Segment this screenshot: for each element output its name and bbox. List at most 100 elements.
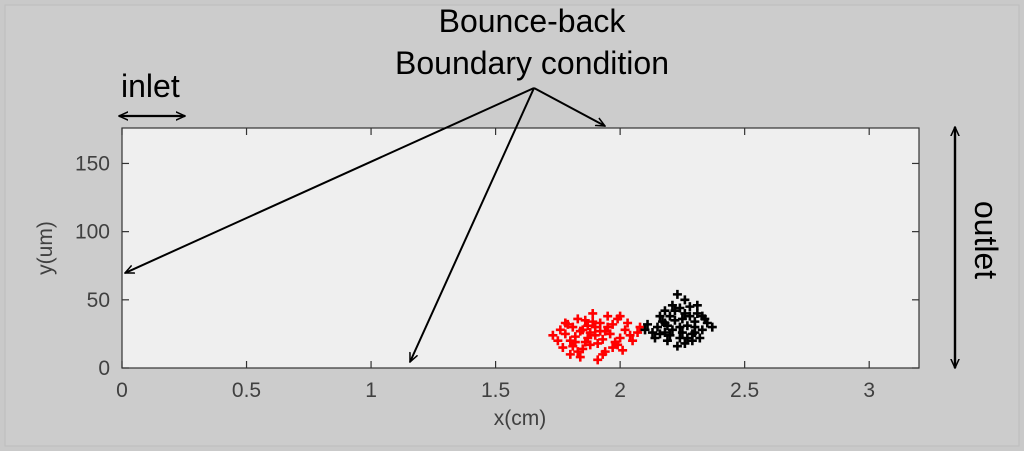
data-point xyxy=(620,325,630,335)
data-point xyxy=(558,343,568,353)
y-axis-ticks xyxy=(122,162,919,369)
plot-area xyxy=(121,127,920,369)
data-point xyxy=(595,318,605,328)
data-point xyxy=(585,340,595,350)
data-point xyxy=(670,315,680,325)
data-point xyxy=(662,336,672,346)
data-point xyxy=(675,333,685,343)
data-point xyxy=(660,318,670,328)
data-point xyxy=(555,325,565,335)
data-point xyxy=(553,336,563,346)
y-tick-label: 0 xyxy=(98,357,110,380)
x-axis-tick-labels: 0 0.5 1 1.5 2 2.5 3 xyxy=(116,379,875,402)
data-point xyxy=(618,345,628,355)
inlet-label: inlet xyxy=(121,68,180,104)
data-point xyxy=(667,325,677,335)
data-point xyxy=(660,328,670,338)
data-point xyxy=(682,321,692,331)
data-point xyxy=(573,347,583,357)
data-point xyxy=(655,329,665,339)
data-point xyxy=(680,308,690,318)
data-point xyxy=(640,325,650,335)
data-point xyxy=(650,333,660,343)
data-point xyxy=(590,322,600,332)
series-0-points xyxy=(548,308,645,365)
data-point xyxy=(690,328,700,338)
y-axis-tick-labels: 0 50 100 150 xyxy=(75,152,110,380)
data-point xyxy=(675,322,685,332)
bounce-back-label: Bounce-back xyxy=(439,3,627,39)
data-point xyxy=(680,338,690,348)
x-tick-label: 3 xyxy=(863,379,875,402)
data-point xyxy=(667,300,677,310)
data-point xyxy=(615,311,625,321)
outlet-label: outlet xyxy=(968,201,1004,279)
data-point xyxy=(608,343,618,353)
data-point xyxy=(590,330,600,340)
data-point xyxy=(598,334,608,344)
data-point xyxy=(588,308,598,318)
data-point xyxy=(565,336,575,346)
data-point xyxy=(573,314,583,324)
data-point xyxy=(635,322,645,332)
data-point xyxy=(660,306,670,316)
data-point xyxy=(680,295,690,305)
data-point xyxy=(697,325,707,335)
data-point xyxy=(672,341,682,351)
data-point xyxy=(570,337,580,347)
y-tick-label: 50 xyxy=(87,289,110,312)
data-point xyxy=(615,333,625,343)
data-point xyxy=(695,333,705,343)
x-axis-ticks xyxy=(121,128,870,368)
y-tick-label: 150 xyxy=(75,152,110,175)
data-point xyxy=(677,314,687,324)
x-tick-label: 0.5 xyxy=(232,379,261,402)
data-point xyxy=(643,319,653,329)
data-point xyxy=(665,311,675,321)
data-point xyxy=(623,318,633,328)
x-axis-label: x(cm) xyxy=(494,407,546,430)
data-point xyxy=(665,330,675,340)
x-tick-label: 1 xyxy=(365,379,377,402)
data-point xyxy=(585,328,595,338)
data-point xyxy=(707,322,717,332)
x-tick-label: 0 xyxy=(116,379,128,402)
y-tick-label: 100 xyxy=(75,221,110,244)
data-point xyxy=(672,289,682,299)
data-point xyxy=(655,311,665,321)
data-point xyxy=(560,318,570,328)
boundary-arrow-bottom xyxy=(409,87,535,362)
data-point xyxy=(613,340,623,350)
data-point xyxy=(687,336,697,346)
data-point xyxy=(603,311,613,321)
data-point xyxy=(588,317,598,327)
x-tick-label: 1.5 xyxy=(481,379,510,402)
data-point xyxy=(670,306,680,316)
scatter-series xyxy=(548,289,717,365)
y-axis-label: y(um) xyxy=(34,221,57,275)
data-point xyxy=(625,330,635,340)
boundary-arrow-top xyxy=(533,87,605,127)
data-point xyxy=(608,319,618,329)
data-point xyxy=(565,349,575,359)
x-tick-label: 2 xyxy=(614,379,626,402)
x-tick-label: 2.5 xyxy=(730,379,759,402)
data-point xyxy=(685,311,695,321)
data-point xyxy=(593,355,603,365)
data-point xyxy=(633,328,643,338)
data-point xyxy=(605,329,615,339)
data-point xyxy=(575,352,585,362)
data-point xyxy=(580,337,590,347)
data-point xyxy=(628,336,638,346)
data-point xyxy=(583,321,593,331)
data-point xyxy=(648,328,658,338)
data-point xyxy=(578,344,588,354)
data-point xyxy=(580,315,590,325)
data-point xyxy=(595,326,605,336)
data-point xyxy=(600,347,610,357)
series-1-points xyxy=(640,289,717,351)
data-point xyxy=(575,326,585,336)
data-point xyxy=(675,303,685,313)
data-point xyxy=(560,329,570,339)
